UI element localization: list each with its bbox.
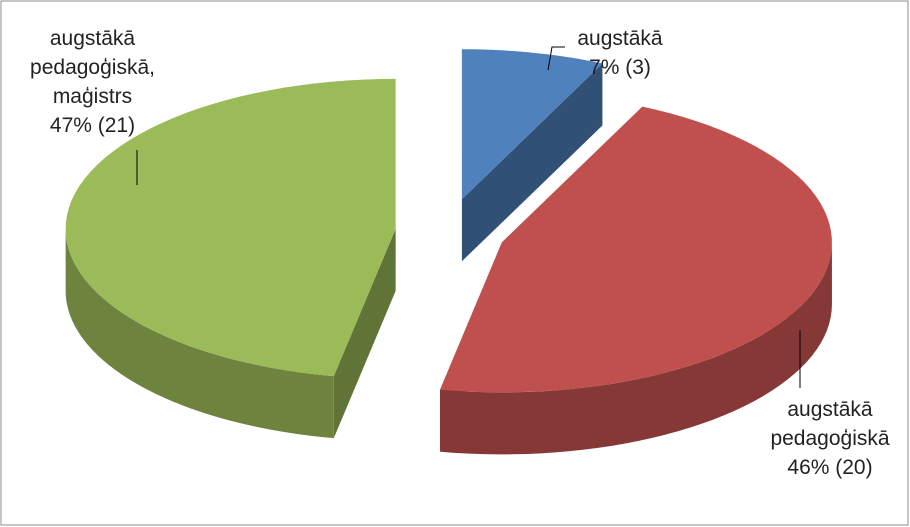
value-label: 7% (3) — [589, 56, 651, 79]
slice-label: augstākā 7% (3) — [545, 24, 695, 82]
slice — [461, 49, 603, 200]
slice-side — [440, 242, 832, 455]
slice-face — [333, 228, 396, 439]
slice-side — [65, 228, 334, 439]
slice — [65, 78, 396, 377]
slice-face — [461, 63, 603, 262]
category-label: augstākā pedagoģiskā — [770, 398, 890, 450]
category-label: augstākā pedagoģiskā, maģistrs — [30, 27, 155, 108]
category-label: augstākā — [577, 27, 663, 50]
leader-line — [547, 46, 565, 71]
value-label: 46% (20) — [787, 456, 873, 479]
slice-label: augstākā pedagoģiskā, maģistrs 47% (21) — [20, 24, 165, 140]
slice-label: augstākā pedagoģiskā 46% (20) — [750, 395, 910, 482]
value-label: 47% (21) — [49, 114, 136, 137]
slices — [65, 49, 832, 455]
slice — [440, 106, 832, 393]
